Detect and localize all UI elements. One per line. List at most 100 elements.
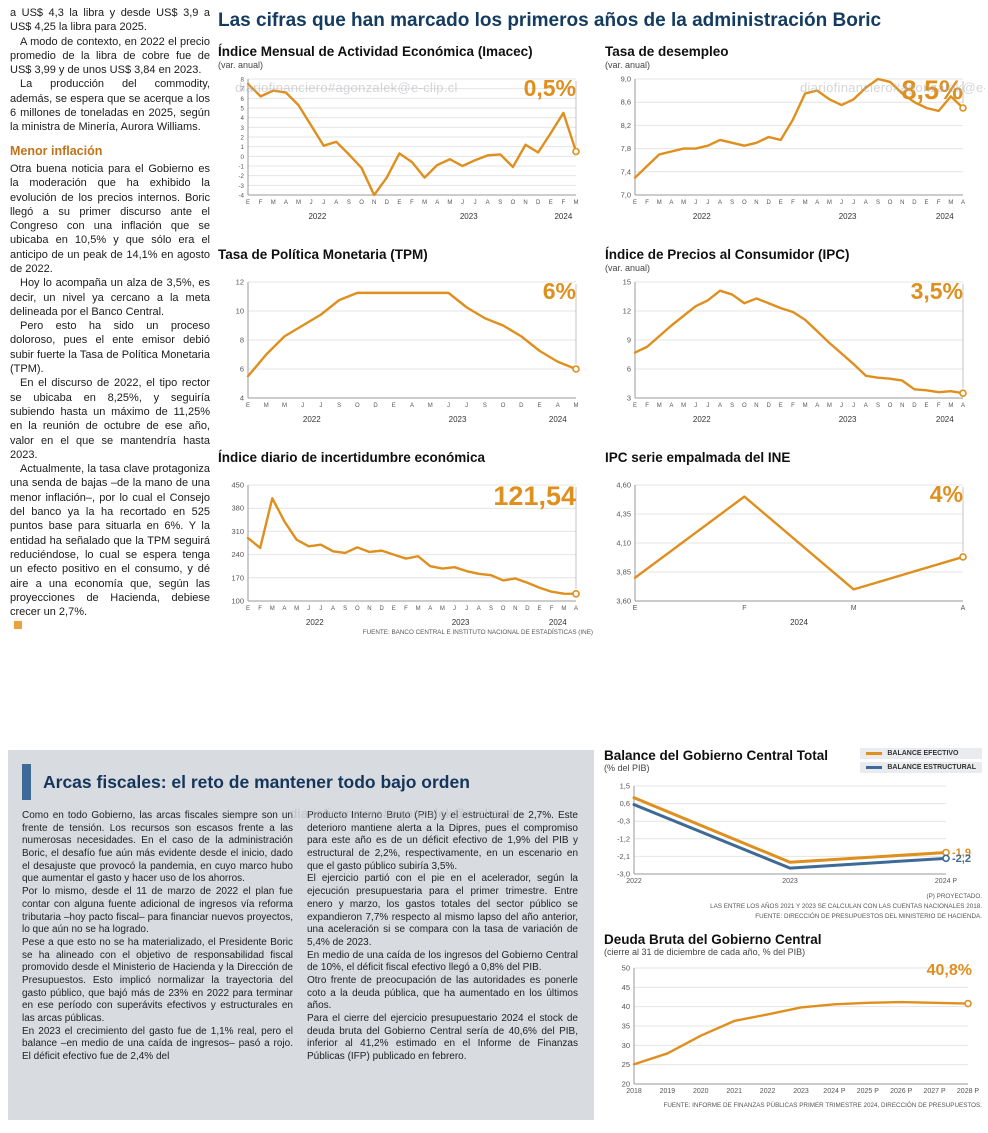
svg-text:M: M <box>851 605 857 612</box>
svg-text:A: A <box>334 200 338 206</box>
svg-text:F: F <box>742 605 746 612</box>
svg-text:3,85: 3,85 <box>616 568 631 577</box>
svg-text:A: A <box>961 605 966 612</box>
svg-text:M: M <box>948 200 953 206</box>
svg-text:2026 P: 2026 P <box>890 1088 913 1095</box>
tpm-chart-title: Tasa de Política Monetaria (TPM) <box>218 247 428 262</box>
legend-label: BALANCE ESTRUCTURAL <box>887 764 976 771</box>
fiscal-charts-column: Balance del Gobierno Central Total (% de… <box>604 748 982 1109</box>
article-paragraphs-bottom: Otra buena noticia para el Gobierno es l… <box>10 162 210 620</box>
article-end-marker-icon <box>14 621 22 630</box>
svg-text:S: S <box>489 606 493 612</box>
svg-text:-1,9: -1,9 <box>952 847 971 859</box>
desempleo-chart-block: Tasa de desempleo (var. anual) 8,5% 9,0 8… <box>605 44 980 221</box>
svg-text:S: S <box>337 403 341 409</box>
balance-chart: 1,5 0,6 -0,3 -1,2 -2,1 -3,0 2022 2023 2024 P -1,9… <box>604 778 982 890</box>
svg-text:F: F <box>410 200 414 206</box>
article-paragraph: La producción del commodity, además, se … <box>10 78 210 134</box>
svg-text:2027 P: 2027 P <box>924 1088 947 1095</box>
svg-text:F: F <box>791 200 795 206</box>
svg-text:2023: 2023 <box>782 878 798 885</box>
svg-text:J: J <box>474 200 477 206</box>
svg-text:J: J <box>706 403 709 409</box>
svg-text:30: 30 <box>622 1041 630 1050</box>
svg-text:A: A <box>574 606 578 612</box>
imacec-chart-subtitle: (var. anual) <box>218 60 264 70</box>
svg-text:3: 3 <box>627 394 631 403</box>
svg-text:M: M <box>681 200 686 206</box>
svg-text:2022: 2022 <box>693 415 711 424</box>
imacec-latest-value: 0,5% <box>523 75 576 101</box>
svg-text:A: A <box>718 200 722 206</box>
svg-text:M: M <box>948 403 953 409</box>
svg-text:A: A <box>331 606 335 612</box>
svg-text:A: A <box>282 606 286 612</box>
svg-text:7,4: 7,4 <box>621 167 631 176</box>
svg-text:N: N <box>900 403 904 409</box>
legend-item-estructural: BALANCE ESTRUCTURAL <box>860 762 982 773</box>
ipc-ine-chart-title: IPC serie empalmada del INE <box>605 450 791 465</box>
svg-text:J: J <box>447 403 450 409</box>
chart-note: (P) PROYECTADO. <box>926 893 982 900</box>
fiscal-headline-row: Arcas fiscales: el reto de mantener todo… <box>22 764 578 800</box>
svg-text:O: O <box>359 200 364 206</box>
efectivo-line-swatch-icon <box>866 752 883 755</box>
fiscal-paragraph: Otro frente de preocupación de las autor… <box>307 974 578 1012</box>
article-paragraph: A modo de contexto, en 2022 el precio pr… <box>10 35 210 77</box>
ipc-ine-chart-subtitle <box>605 466 980 477</box>
balance-chart-notes: (P) PROYECTADO. LAS ENTRE LOS AÑOS 2021 Y… <box>604 892 982 922</box>
svg-text:-4: -4 <box>238 193 244 200</box>
svg-text:45: 45 <box>622 983 630 992</box>
svg-text:2024: 2024 <box>936 212 954 221</box>
svg-text:5: 5 <box>241 106 245 113</box>
svg-text:0: 0 <box>241 154 245 161</box>
estructural-line-swatch-icon <box>866 766 883 769</box>
svg-text:6: 6 <box>241 96 245 103</box>
svg-text:A: A <box>284 200 288 206</box>
svg-text:M: M <box>827 200 832 206</box>
svg-text:2023: 2023 <box>460 212 478 221</box>
ipc-chart-block: Índice de Precios al Consumidor (IPC) (v… <box>605 247 980 424</box>
svg-text:M: M <box>447 200 452 206</box>
svg-text:N: N <box>513 606 517 612</box>
svg-text:2022: 2022 <box>308 212 326 221</box>
svg-text:E: E <box>925 200 929 206</box>
svg-text:S: S <box>343 606 347 612</box>
svg-text:O: O <box>355 403 360 409</box>
fiscal-paragraph: Para el cierre del ejercicio presupuesta… <box>307 1013 578 1063</box>
svg-text:310: 310 <box>231 527 244 536</box>
svg-text:D: D <box>525 606 530 612</box>
svg-text:A: A <box>556 403 560 409</box>
svg-text:7,8: 7,8 <box>621 144 631 153</box>
svg-text:-1: -1 <box>238 164 244 171</box>
svg-text:4,10: 4,10 <box>616 539 631 548</box>
article-paragraphs-top: a US$ 4,3 la libra y desde US$ 3,9 a US$… <box>10 6 210 135</box>
svg-text:-1,2: -1,2 <box>617 834 630 843</box>
fiscal-columns: Como en todo Gobierno, las arcas fiscale… <box>22 810 578 1064</box>
ipc-latest-value: 3,5% <box>910 278 963 304</box>
svg-text:2023: 2023 <box>449 415 467 424</box>
incertidumbre-chart: 121,54 450 380 310 240 170 100 E F M A M J J A S O N D E F M… <box>218 477 590 627</box>
svg-text:8: 8 <box>241 77 245 84</box>
imacec-chart: 0,5% 8 7 6 5 4 3 2 1 0 -1 -2 -3 -4 E F M A M J J A S O N D E F M A M J… <box>218 71 590 221</box>
svg-text:12: 12 <box>623 307 631 316</box>
svg-text:M: M <box>294 606 299 612</box>
svg-text:9,0: 9,0 <box>621 75 631 84</box>
article-subheading: Menor inflación <box>10 143 103 158</box>
svg-text:D: D <box>373 403 378 409</box>
svg-text:J: J <box>319 403 322 409</box>
tpm-latest-value: 6% <box>542 278 576 304</box>
svg-text:N: N <box>900 200 904 206</box>
svg-text:M: M <box>428 403 433 409</box>
svg-text:F: F <box>791 403 795 409</box>
charts-grid: Índice Mensual de Actividad Económica (I… <box>218 44 982 636</box>
ipc-ine-chart: 4% 4,60 4,35 4,10 3,85 3,60 E F M A 2024 <box>605 477 977 627</box>
svg-text:7,0: 7,0 <box>621 191 631 200</box>
svg-text:-2,1: -2,1 <box>617 852 630 861</box>
svg-text:F: F <box>562 200 566 206</box>
svg-text:F: F <box>258 606 262 612</box>
balance-chart-title: Balance del Gobierno Central Total <box>604 748 829 763</box>
svg-text:2018: 2018 <box>626 1088 642 1095</box>
article-paragraph: a US$ 4,3 la libra y desde US$ 3,9 a US$… <box>10 7 210 34</box>
